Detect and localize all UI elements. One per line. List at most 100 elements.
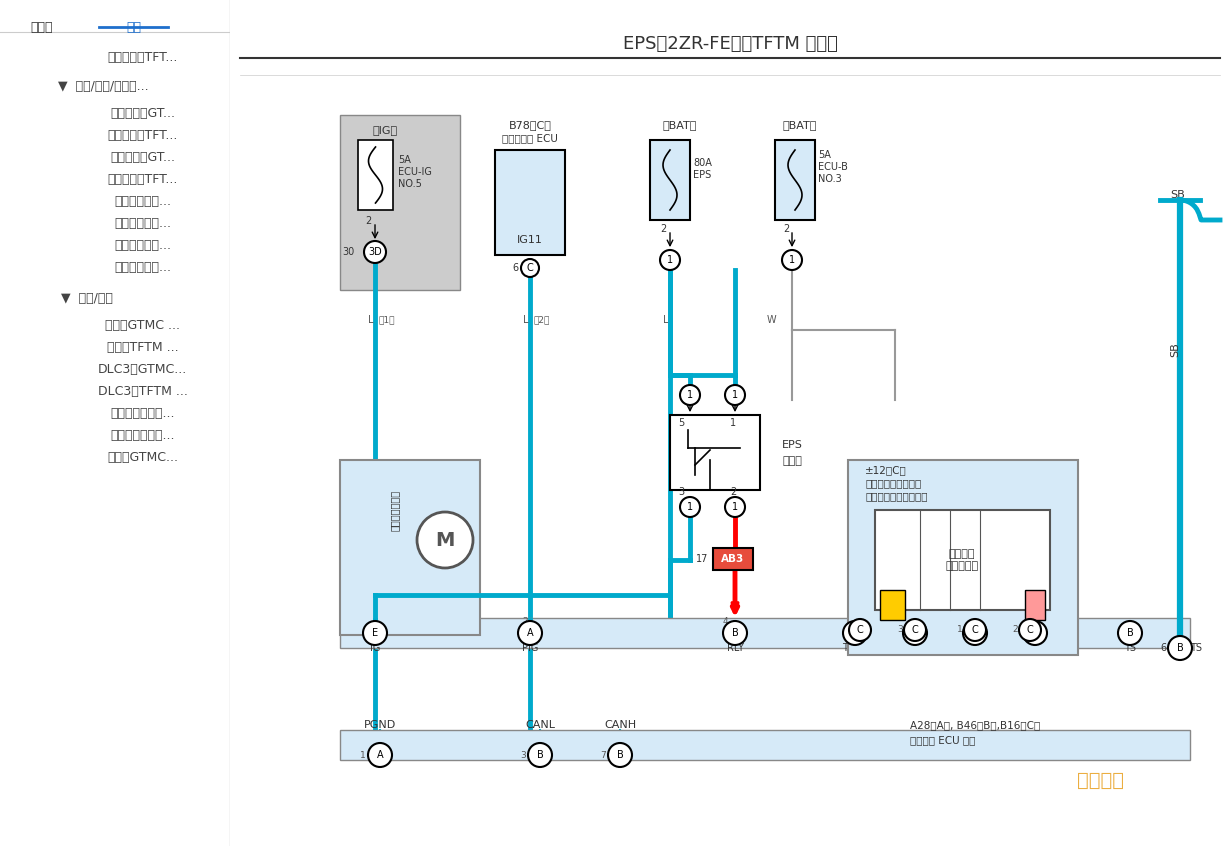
Text: 导航系统（GT...: 导航系统（GT... — [111, 151, 175, 164]
Text: 动力转向
扭矩传感器: 动力转向 扭矩传感器 — [946, 549, 979, 571]
Text: E: E — [371, 628, 378, 638]
Text: B: B — [616, 750, 624, 760]
Text: 助力转向扭矩传感器: 助力转向扭矩传感器 — [865, 478, 921, 488]
Bar — [1025, 590, 1046, 620]
Text: B: B — [1127, 628, 1133, 638]
Text: NO.5: NO.5 — [399, 179, 422, 189]
Text: C: C — [851, 628, 859, 638]
Text: 5: 5 — [678, 418, 684, 428]
Circle shape — [903, 621, 927, 645]
Text: L: L — [368, 315, 374, 325]
Text: 4: 4 — [843, 625, 847, 634]
Text: IG: IG — [370, 643, 380, 653]
Text: 缩略图: 缩略图 — [31, 21, 53, 34]
Text: 3: 3 — [678, 487, 684, 497]
Bar — [358, 140, 394, 210]
Circle shape — [723, 621, 747, 645]
Text: 1: 1 — [957, 625, 963, 634]
Bar — [339, 618, 1189, 648]
Text: 2: 2 — [659, 224, 665, 234]
Text: C: C — [911, 625, 919, 635]
Text: 2: 2 — [365, 216, 371, 226]
Text: 5A: 5A — [818, 150, 831, 160]
Text: 80A: 80A — [692, 158, 712, 168]
Circle shape — [363, 621, 387, 645]
Bar — [670, 415, 760, 490]
Text: C: C — [1027, 625, 1033, 635]
Text: ECU-IG: ECU-IG — [399, 167, 432, 177]
Text: 后视野监视系...: 后视野监视系... — [114, 195, 171, 208]
Text: PGND: PGND — [364, 720, 396, 730]
Text: 目录: 目录 — [125, 21, 141, 34]
Text: W: W — [768, 315, 776, 325]
Text: 发动机启停 ECU: 发动机启停 ECU — [502, 133, 558, 143]
Text: 6: 6 — [1160, 643, 1166, 653]
Text: 音响系统（TFT...: 音响系统（TFT... — [107, 129, 178, 142]
Text: （2）: （2） — [533, 316, 550, 325]
Text: 1: 1 — [686, 502, 692, 512]
Circle shape — [1023, 621, 1047, 645]
Circle shape — [518, 621, 542, 645]
Text: DLC3（TFTM ...: DLC3（TFTM ... — [97, 385, 187, 398]
Text: 充电（TFTM ...: 充电（TFTM ... — [107, 341, 178, 354]
Text: 17: 17 — [696, 554, 708, 564]
Text: C: C — [972, 628, 978, 638]
Text: RLY: RLY — [727, 643, 743, 653]
Text: CANL: CANL — [525, 720, 555, 730]
Circle shape — [528, 743, 552, 767]
Text: 音响系统（GT...: 音响系统（GT... — [111, 107, 175, 120]
Text: 助力转向 ECU 总成: 助力转向 ECU 总成 — [910, 735, 975, 745]
Circle shape — [782, 250, 802, 270]
Circle shape — [964, 619, 986, 641]
Text: 4: 4 — [722, 618, 728, 627]
Text: C: C — [972, 625, 978, 635]
Circle shape — [843, 621, 867, 645]
Text: 2: 2 — [731, 487, 737, 497]
Text: 1: 1 — [667, 255, 673, 265]
Circle shape — [364, 241, 386, 263]
Text: 30: 30 — [343, 247, 355, 257]
Text: C: C — [526, 263, 534, 273]
Text: TRQ2: TRQ2 — [841, 643, 868, 653]
Text: SB: SB — [1170, 190, 1184, 200]
Text: （IG）: （IG） — [373, 125, 397, 135]
Text: C: C — [911, 628, 919, 638]
Bar — [713, 548, 753, 570]
Text: 导航系统（TFT...: 导航系统（TFT... — [107, 173, 178, 186]
Text: 后视野监视系...: 后视野监视系... — [114, 217, 171, 230]
Circle shape — [608, 743, 632, 767]
Circle shape — [724, 385, 745, 405]
Text: L: L — [663, 315, 669, 325]
Text: C: C — [856, 625, 863, 635]
Text: PIG: PIG — [522, 643, 539, 653]
Text: 动力转向电动机: 动力转向电动机 — [390, 490, 400, 531]
Text: B: B — [1177, 643, 1183, 653]
Circle shape — [724, 497, 745, 517]
Text: 7: 7 — [600, 750, 606, 760]
Text: B78（C）: B78（C） — [508, 120, 551, 130]
Text: C: C — [1032, 628, 1038, 638]
Text: M: M — [435, 530, 455, 550]
Text: TRQ1: TRQ1 — [962, 643, 988, 653]
Text: 1: 1 — [732, 390, 738, 400]
Circle shape — [1168, 636, 1192, 660]
Bar — [339, 730, 1189, 760]
Circle shape — [1018, 619, 1041, 641]
Text: 1: 1 — [731, 418, 736, 428]
Text: （BAT）: （BAT） — [782, 120, 817, 130]
Text: 多路通信系统（...: 多路通信系统（... — [111, 429, 175, 442]
Bar — [339, 115, 460, 290]
Text: 电源（GTMC...: 电源（GTMC... — [107, 451, 178, 464]
Bar — [775, 140, 815, 220]
Text: 3D: 3D — [368, 247, 381, 257]
Circle shape — [522, 259, 539, 277]
Text: SB: SB — [1170, 343, 1180, 357]
Text: TRQV: TRQV — [1021, 643, 1048, 653]
Text: ▼  电源/网络: ▼ 电源/网络 — [62, 292, 113, 305]
Text: A28（A）, B46（B）,B16（C）: A28（A）, B46（B）,B16（C） — [910, 720, 1041, 730]
Text: TRQ6: TRQ6 — [902, 643, 929, 653]
Text: IG11: IG11 — [517, 235, 542, 245]
Text: 1: 1 — [788, 255, 795, 265]
Bar — [847, 460, 1077, 655]
Text: CANH: CANH — [604, 720, 636, 730]
